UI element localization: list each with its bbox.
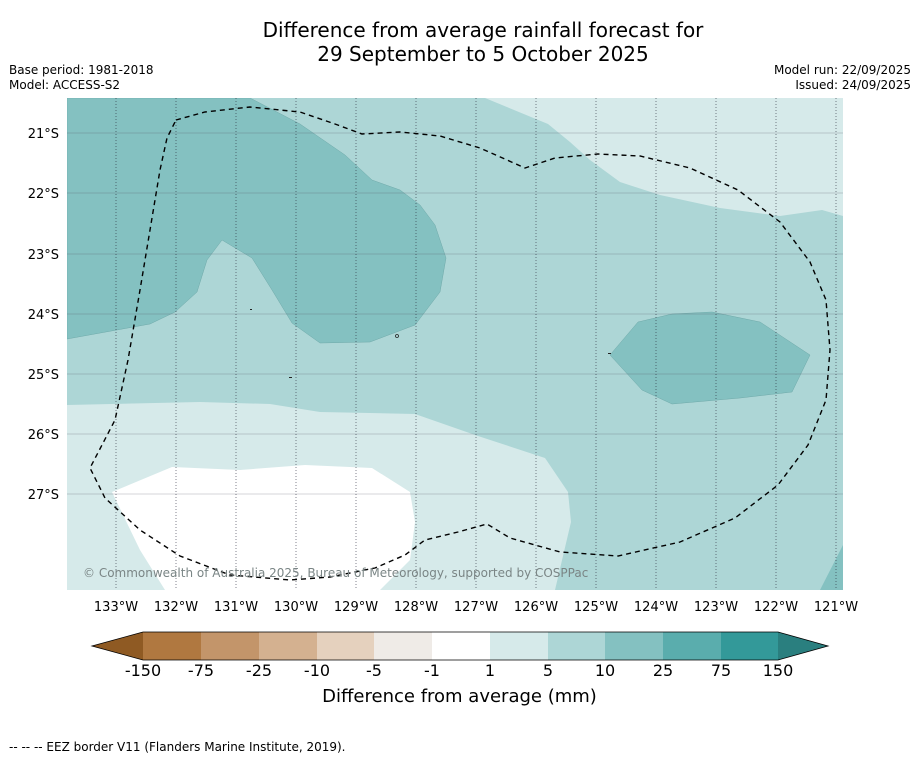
island-marker	[289, 377, 292, 378]
island-marker	[608, 353, 611, 354]
lat-label: 25°S	[28, 368, 59, 383]
colorbar-label: -25	[245, 661, 273, 680]
colorbar-label: -5	[366, 661, 382, 680]
lat-label: 27°S	[28, 488, 59, 503]
issued-date: Issued: 24/09/2025	[795, 78, 911, 92]
colorbar-segment	[548, 632, 605, 660]
lon-label: 125°W	[574, 600, 618, 615]
lon-label: 131°W	[214, 600, 258, 615]
lon-label: 126°W	[514, 600, 558, 615]
colorbar-label: 150	[762, 661, 794, 680]
map-title: Difference from average rainfall forecas…	[0, 18, 919, 66]
zone-1-5mm-northeast	[485, 98, 843, 216]
colorbar-title: Difference from average (mm)	[322, 686, 597, 707]
island-marker	[250, 309, 252, 310]
model-run: Model run: 22/09/2025	[773, 63, 911, 77]
lon-labels: 133°W 132°W 131°W 130°W 129°W 128°W 127°…	[94, 600, 858, 615]
colorbar-outline	[90, 631, 830, 661]
model-name: Model: ACCESS-S2	[9, 78, 121, 92]
colorbar-label: 10	[594, 661, 616, 680]
lat-label: 24°S	[28, 308, 59, 323]
colorbar-segment	[663, 632, 721, 660]
island-marker	[395, 334, 399, 338]
colorbar-label: -1	[424, 661, 440, 680]
colorbar-label: -150	[124, 661, 162, 680]
latitude-gridlines	[67, 132, 843, 495]
colorbar-segment	[317, 632, 374, 660]
zone-10-25mm-east	[609, 311, 811, 405]
lon-label: 128°W	[394, 600, 438, 615]
lat-label: 21°S	[28, 127, 59, 142]
lon-label: 129°W	[334, 600, 378, 615]
base-period: Base period: 1981-2018	[9, 63, 154, 77]
meta-left: Base period: 1981-2018 Model: ACCESS-S2	[9, 63, 154, 93]
lat-label: 26°S	[28, 428, 59, 443]
zone-10-25mm-southeast	[820, 545, 843, 590]
colorbar-label: 1	[484, 661, 496, 680]
title-line-2: 29 September to 5 October 2025	[317, 42, 649, 66]
colorbar-arrow-high	[778, 632, 828, 660]
colorbar-segment	[143, 632, 201, 660]
colorbar-segment	[605, 632, 663, 660]
colorbar-label: 75	[710, 661, 732, 680]
lat-labels: 21°S 22°S 23°S 24°S 25°S 26°S 27°S	[28, 127, 59, 503]
lon-label: 124°W	[634, 600, 678, 615]
colorbar-segment	[721, 632, 778, 660]
colorbar	[90, 631, 830, 661]
colorbar-label: 5	[542, 661, 554, 680]
lon-label: 122°W	[754, 600, 798, 615]
lon-label: 132°W	[154, 600, 198, 615]
lon-label: 123°W	[694, 600, 738, 615]
lon-label: 127°W	[454, 600, 498, 615]
colorbar-segment	[374, 632, 432, 660]
lat-label: 22°S	[28, 187, 59, 202]
meta-right: Model run: 22/09/2025 Issued: 24/09/2025	[774, 63, 911, 93]
copyright-text: © Commonwealth of Australia 2025, Bureau…	[83, 566, 588, 580]
lon-label: 121°W	[814, 600, 858, 615]
lon-label: 133°W	[94, 600, 138, 615]
eez-legend-text: -- -- -- EEZ border V11 (Flanders Marine…	[9, 740, 346, 754]
colorbar-arrow-low	[92, 632, 143, 660]
colorbar-segment	[201, 632, 259, 660]
colorbar-labels: -150 -75 -25 -10 -5 -1 1 5 10 25 75 150	[0, 661, 919, 681]
colorbar-label: -75	[187, 661, 215, 680]
longitude-gridlines	[115, 98, 837, 590]
lat-label: 23°S	[28, 248, 59, 263]
lon-label: 130°W	[274, 600, 318, 615]
rainfall-map: © Commonwealth of Australia 2025, Bureau…	[67, 98, 843, 590]
colorbar-label: 25	[652, 661, 674, 680]
colorbar-label: -10	[303, 661, 331, 680]
title-line-1: Difference from average rainfall forecas…	[262, 18, 704, 42]
eez-border	[89, 106, 831, 581]
colorbar-segment	[259, 632, 317, 660]
colorbar-segment	[490, 632, 548, 660]
islands	[250, 309, 611, 378]
colorbar-segment	[432, 632, 490, 660]
